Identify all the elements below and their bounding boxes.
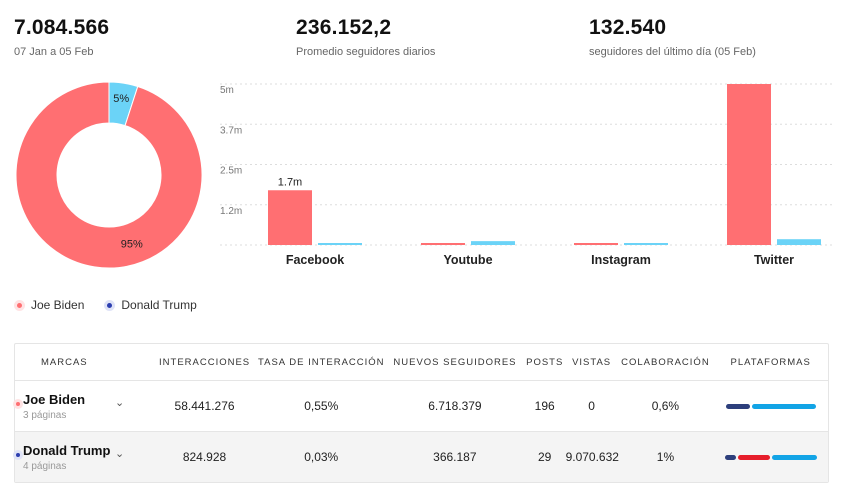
platform-segment [737, 454, 770, 460]
brand-name[interactable]: Donald Trump [23, 442, 111, 458]
bar-instagram-joe-biden[interactable] [574, 243, 618, 245]
header-interacciones[interactable]: Interacciones [159, 356, 251, 368]
kpi-label: seguidores del último día (05 Feb) [589, 46, 756, 58]
kpi-value: 7.084.566 [14, 16, 110, 39]
brand-dot [13, 398, 23, 409]
bar-chart: 1.2m 2.5m 3.7m 5m Facebook Youtube Instagram Tw… [220, 83, 832, 267]
y-tick-label: 1.2m [220, 206, 242, 217]
legend-label: Joe Biden [31, 298, 85, 312]
bar-youtube-donald-trump[interactable] [471, 241, 515, 245]
platform-segment [771, 454, 817, 460]
cell-colaboracion: 0,6% [651, 399, 680, 413]
cell-interacciones: 824.928 [182, 450, 227, 464]
header-nuevos[interactable]: Nuevos seguidores [393, 356, 517, 368]
y-tick-label: 2.5m [220, 166, 242, 177]
brand-name[interactable]: Joe Biden [23, 391, 86, 407]
platform-segment [724, 454, 736, 460]
legend-label: Donald Trump [121, 298, 197, 312]
kpi-total-followers: 7.084.566 07 Jan a 05 Feb [14, 16, 109, 58]
kpi-label: Promedio seguidores diarios [296, 46, 436, 58]
y-tick-label: 3.7m [220, 125, 242, 136]
cell-nuevos: 6.718.379 [428, 399, 482, 413]
table-row[interactable]: Joe Biden 3 páginas ⌄ 58.441.276 0,55% 6… [13, 380, 828, 431]
brand-pages: 4 páginas [23, 460, 67, 472]
donut-chart: 5% 95% [15, 81, 203, 269]
bar-instagram-donald-trump[interactable] [624, 243, 668, 245]
header-plataformas[interactable]: Plataformas [730, 356, 811, 368]
donut-slice-joe-biden[interactable] [15, 81, 203, 269]
brand-cell: Donald Trump 4 páginas ⌄ [13, 442, 153, 472]
chevron-down-icon[interactable]: ⌄ [115, 396, 125, 409]
cell-posts: 196 [534, 399, 555, 413]
platform-segment [751, 403, 816, 409]
bar-facebook-joe-biden[interactable] [268, 190, 312, 245]
brand-pages: 3 páginas [23, 409, 67, 421]
cell-tasa: 0,03% [304, 450, 339, 464]
cell-interacciones: 58.441.276 [174, 399, 235, 413]
platform-segment [725, 403, 750, 409]
bar-twitter-joe-biden[interactable] [727, 84, 771, 245]
header-vistas[interactable]: Vistas [572, 356, 612, 368]
cell-nuevos: 366.187 [433, 450, 477, 464]
platform-bar [713, 454, 828, 460]
y-tick-label: 5m [220, 85, 234, 96]
donut-label: 5% [113, 93, 129, 105]
platform-bar [713, 403, 828, 409]
header-marcas[interactable]: Marcas [41, 356, 88, 368]
bar-twitter-donald-trump[interactable] [777, 239, 821, 245]
kpi-value: 236.152,2 [296, 16, 392, 39]
cell-plataformas [713, 454, 828, 460]
cell-tasa: 0,55% [304, 399, 339, 413]
header-posts[interactable]: Posts [526, 356, 564, 368]
cell-vistas: 9.070.632 [565, 450, 619, 464]
donut-label: 95% [121, 238, 143, 250]
table-header: Marcas Interacciones Tasa de interacción… [15, 344, 828, 380]
header-colaboracion[interactable]: Colaboración [621, 356, 710, 368]
brand-dot [13, 449, 23, 460]
cell-posts: 29 [537, 450, 552, 464]
x-category-label: Twitter [754, 253, 794, 267]
kpi-daily-average: 236.152,2 Promedio seguidores diarios [296, 16, 435, 58]
x-category-label: Facebook [286, 253, 344, 267]
bar-youtube-joe-biden[interactable] [421, 243, 465, 245]
legend-item-trump[interactable]: Donald Trump [104, 298, 197, 312]
kpi-last-day: 132.540 seguidores del último día (05 Fe… [589, 16, 756, 58]
chart-legend: Joe Biden Donald Trump [14, 298, 197, 312]
header-tasa[interactable]: Tasa de interacción [258, 356, 385, 368]
cell-vistas: 0 [588, 399, 595, 413]
x-category-label: Instagram [591, 253, 651, 267]
kpi-value: 132.540 [589, 16, 667, 39]
cell-colaboracion: 1% [656, 450, 675, 464]
legend-item-biden[interactable]: Joe Biden [14, 298, 84, 312]
legend-dot [14, 299, 25, 311]
cell-plataformas [713, 403, 828, 409]
x-category-label: Youtube [443, 253, 492, 267]
table-row[interactable]: Donald Trump 4 páginas ⌄ 824.928 0,03% 3… [13, 431, 828, 482]
chevron-down-icon[interactable]: ⌄ [115, 447, 125, 460]
kpi-label: 07 Jan a 05 Feb [14, 46, 94, 58]
bar-data-label: 1.7m [278, 176, 302, 188]
brands-table: Marcas Interacciones Tasa de interacción… [13, 343, 829, 483]
legend-dot [104, 299, 116, 311]
bar-facebook-donald-trump[interactable] [318, 243, 362, 245]
brand-cell: Joe Biden 3 páginas ⌄ [13, 391, 153, 421]
